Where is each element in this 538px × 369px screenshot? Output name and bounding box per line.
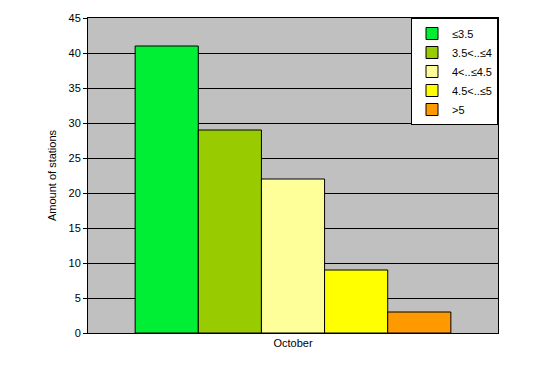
svg-text:October: October (273, 337, 312, 349)
svg-text:10: 10 (69, 257, 81, 269)
svg-text:15: 15 (69, 222, 81, 234)
svg-text:0: 0 (75, 327, 81, 339)
svg-text:35: 35 (69, 82, 81, 94)
svg-text:>5: >5 (452, 104, 465, 116)
svg-text:3.5<..≤4: 3.5<..≤4 (452, 47, 492, 59)
svg-text:5: 5 (75, 292, 81, 304)
svg-text:30: 30 (69, 117, 81, 129)
svg-text:40: 40 (69, 47, 81, 59)
svg-text:Amount of stations: Amount of stations (46, 129, 58, 221)
svg-text:4.5<..≤5: 4.5<..≤5 (452, 85, 492, 97)
svg-text:20: 20 (69, 187, 81, 199)
svg-text:25: 25 (69, 152, 81, 164)
svg-text:≤3.5: ≤3.5 (452, 28, 473, 40)
svg-text:45: 45 (69, 12, 81, 24)
svg-text:4<..≤4.5: 4<..≤4.5 (452, 66, 492, 78)
